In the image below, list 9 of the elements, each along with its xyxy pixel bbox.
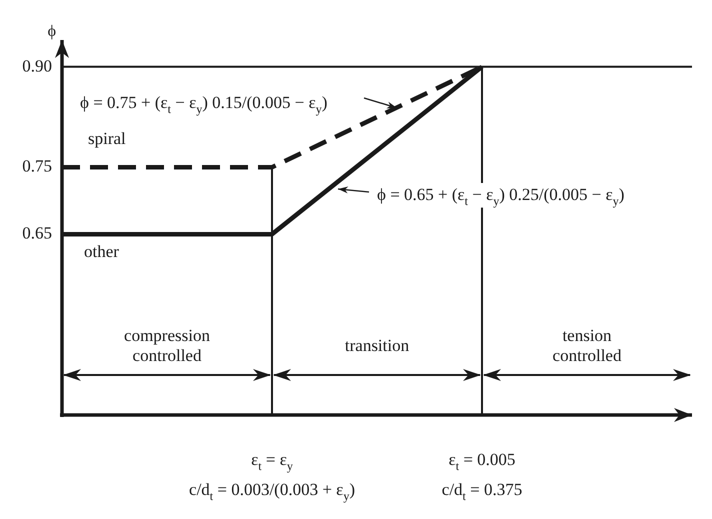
annotation: tension controlled <box>552 326 622 365</box>
y-tick-label: 0.75 <box>22 156 52 176</box>
y-tick-label: 0.90 <box>22 56 52 76</box>
y-axis-title: ϕ <box>48 23 56 40</box>
series-label: spiral <box>88 129 126 148</box>
y-tick-label: 0.65 <box>22 224 52 243</box>
annotation: transition <box>344 336 410 355</box>
annotation: compression controlled <box>124 326 210 365</box>
series-label: other <box>84 242 120 261</box>
